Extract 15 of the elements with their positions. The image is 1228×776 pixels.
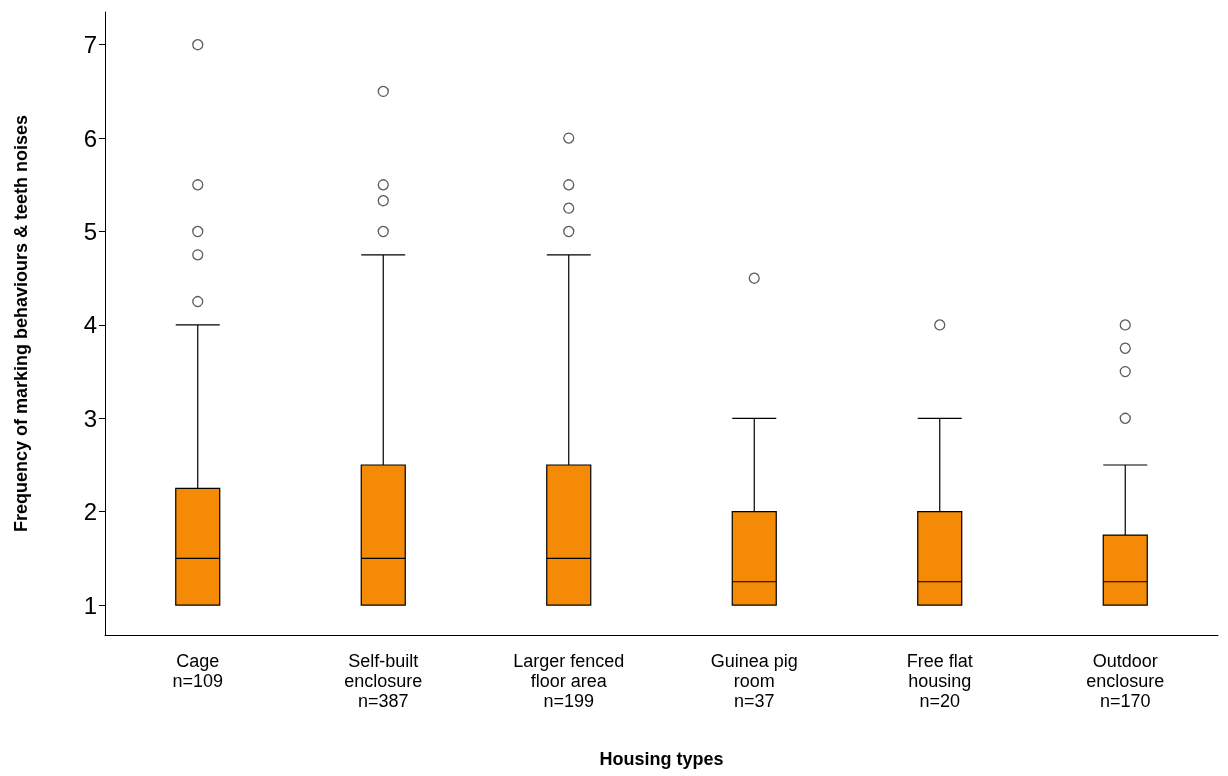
x-tick-label: Larger fenced floor area n=199 <box>513 651 625 711</box>
y-tick-label: 6 <box>83 124 97 152</box>
x-tick-label: Guinea pig room n=37 <box>710 651 798 711</box>
x-tick-label: Outdoor enclosure n=170 <box>1086 651 1165 711</box>
x-tick-label: Self-built enclosure n=387 <box>344 651 423 711</box>
y-tick-label: 5 <box>83 218 97 245</box>
y-tick-label: 1 <box>83 591 97 619</box>
x-tick-label: Cage n=109 <box>172 651 224 691</box>
x-axis-title: Housing types <box>599 749 724 769</box>
y-tick-label: 4 <box>83 311 97 339</box>
x-tick-label: Free flat housing n=20 <box>906 651 973 711</box>
y-tick-label: 7 <box>83 31 97 59</box>
y-axis-title: Frequency of marking behaviours & teeth noises <box>11 114 31 533</box>
y-tick-label: 3 <box>83 404 97 432</box>
y-tick-label: 2 <box>83 498 97 526</box>
